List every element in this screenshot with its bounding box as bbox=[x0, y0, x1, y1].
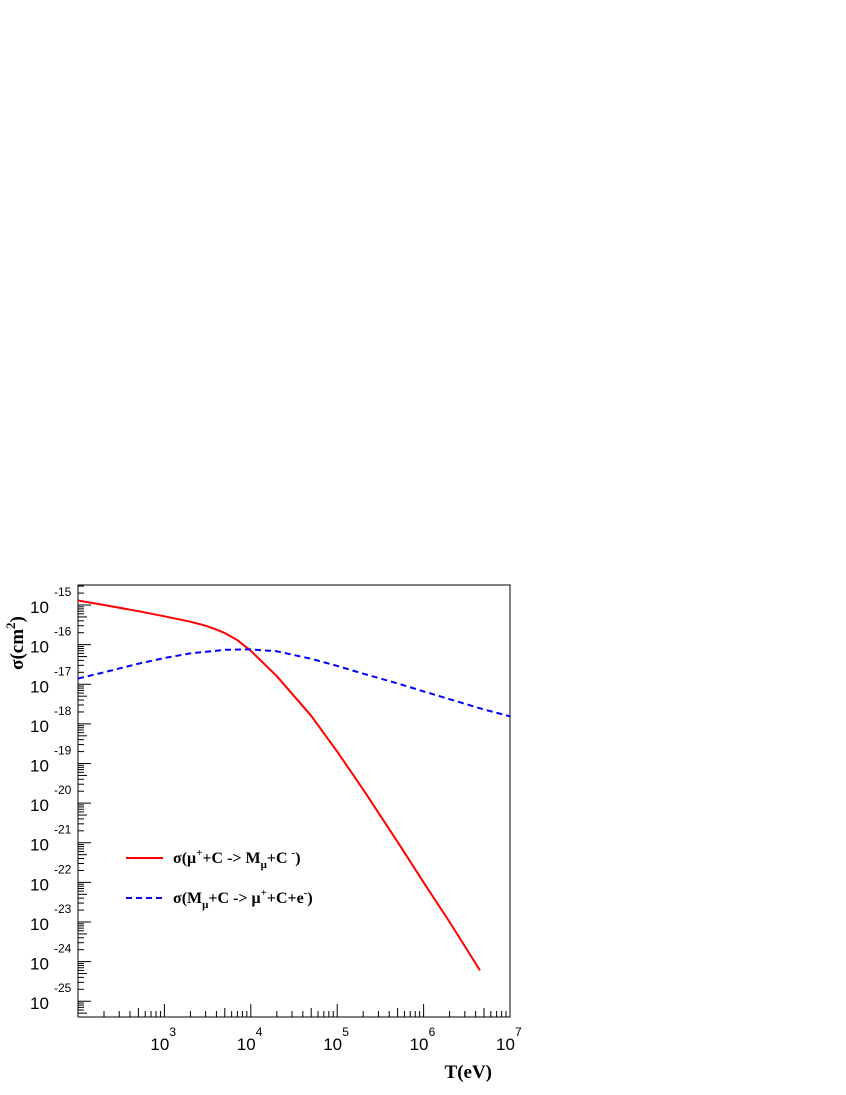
y-tick-exponent: -15 bbox=[54, 585, 72, 599]
plot-frame bbox=[77, 584, 511, 1018]
x-tick-exponent: 7 bbox=[515, 1025, 522, 1039]
y-tick-exponent: -19 bbox=[54, 744, 72, 758]
y-tick-label: 10 bbox=[30, 638, 49, 657]
y-tick-label: 10 bbox=[30, 994, 49, 1013]
y-tick-label: 10 bbox=[30, 836, 49, 855]
x-tick-exponent: 3 bbox=[169, 1025, 176, 1039]
y-axis-title: σ(cm2) bbox=[3, 616, 28, 670]
series-line-1 bbox=[78, 599, 481, 971]
y-tick-exponent: -25 bbox=[54, 981, 72, 995]
legend-label-1: σ(μ++C -> Mμ+C -) bbox=[173, 847, 301, 871]
y-axis-title-base: σ(cm bbox=[7, 629, 28, 670]
x-tick-label: 10 bbox=[150, 1035, 169, 1054]
y-tick-label: 10 bbox=[30, 598, 49, 617]
y-tick-label: 10 bbox=[30, 955, 49, 974]
x-axis-title: T(eV) bbox=[445, 1062, 492, 1083]
y-tick-exponent: -20 bbox=[54, 783, 72, 797]
y-tick-label: 10 bbox=[30, 875, 49, 894]
y-tick-exponent: -17 bbox=[54, 664, 72, 678]
y-tick-exponent: -24 bbox=[54, 942, 72, 956]
y-tick-label: 10 bbox=[30, 796, 49, 815]
y-tick-label: 10 bbox=[30, 717, 49, 736]
y-tick-label: 10 bbox=[30, 677, 49, 696]
y-tick-exponent: -21 bbox=[54, 823, 72, 837]
x-tick-exponent: 5 bbox=[342, 1025, 349, 1039]
y-tick-exponent: -23 bbox=[54, 902, 72, 916]
legend-label-2: σ(Mμ+C -> μ++C+e-) bbox=[173, 887, 313, 911]
x-tick-label: 10 bbox=[323, 1035, 342, 1054]
legend: σ(μ++C -> Mμ+C -) σ(Mμ+C -> μ++C+e-) bbox=[126, 847, 313, 911]
y-tick-exponent: -16 bbox=[54, 625, 72, 639]
x-tick-label: 10 bbox=[237, 1035, 256, 1054]
x-tick-label: 10 bbox=[496, 1035, 515, 1054]
x-tick-exponent: 6 bbox=[429, 1025, 436, 1039]
series-line-2 bbox=[78, 648, 510, 718]
series-layer bbox=[78, 599, 510, 971]
y-tick-label: 10 bbox=[30, 757, 49, 776]
tick-labels: 10310410510610710-1510-1610-1710-1810-19… bbox=[30, 585, 522, 1054]
x-tick-label: 10 bbox=[410, 1035, 429, 1054]
y-tick-exponent: -18 bbox=[54, 704, 72, 718]
y-axis-title-sup: 2 bbox=[3, 622, 18, 629]
axis-ticks bbox=[77, 585, 507, 1018]
x-tick-exponent: 4 bbox=[256, 1025, 263, 1039]
y-axis-title-close: ) bbox=[7, 616, 28, 622]
y-tick-exponent: -22 bbox=[54, 862, 72, 876]
y-tick-label: 10 bbox=[30, 915, 49, 934]
